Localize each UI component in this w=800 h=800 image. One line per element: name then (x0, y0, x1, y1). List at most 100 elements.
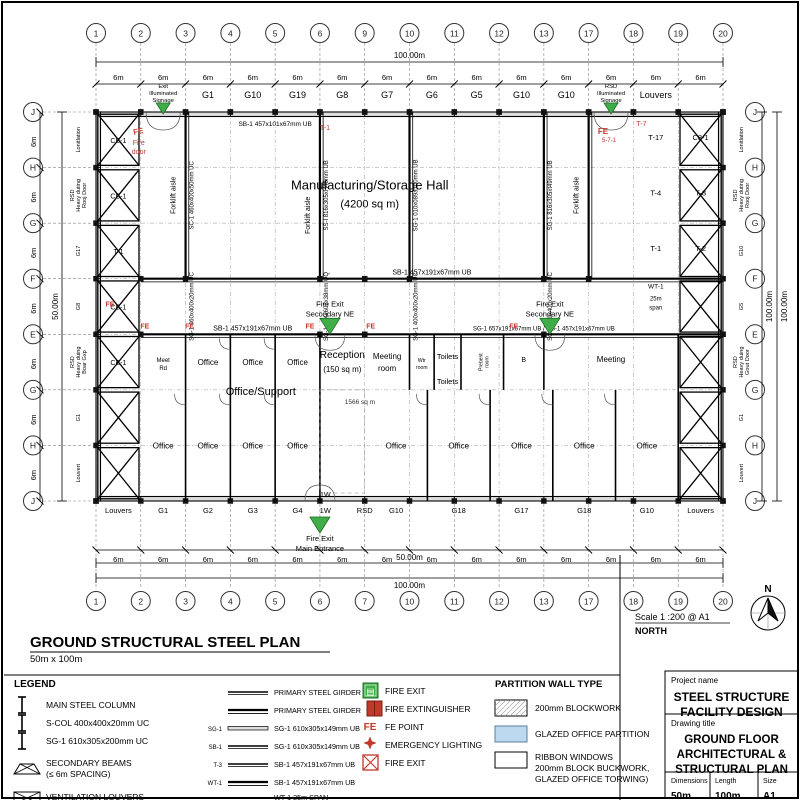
svg-text:6m: 6m (427, 555, 437, 564)
svg-text:6m: 6m (382, 73, 392, 82)
svg-text:C8-1: C8-1 (692, 133, 708, 142)
svg-text:50.00m: 50.00m (51, 293, 60, 320)
svg-text:6m: 6m (651, 555, 661, 564)
svg-text:FE: FE (140, 323, 149, 330)
svg-text:11: 11 (450, 597, 459, 607)
svg-text:4: 4 (228, 29, 233, 39)
svg-text:6m: 6m (203, 73, 213, 82)
svg-text:Lonitlation: Lonitlation (739, 127, 745, 153)
svg-text:6m: 6m (113, 555, 123, 564)
svg-text:Gout Door: Gout Door (745, 349, 751, 375)
svg-text:T-1: T-1 (113, 249, 123, 256)
svg-text:G: G (752, 218, 759, 228)
svg-text:SB-1: SB-1 (209, 745, 223, 751)
svg-text:LEGEND: LEGEND (14, 679, 56, 690)
svg-text:H: H (752, 440, 758, 450)
svg-text:50.00m: 50.00m (396, 553, 423, 562)
svg-text:T-2: T-2 (695, 244, 706, 253)
svg-text:Illuminated: Illuminated (597, 91, 625, 97)
svg-text:PARTITION WALL TYPE: PARTITION WALL TYPE (495, 679, 602, 690)
svg-text:20: 20 (718, 597, 728, 607)
svg-text:G1: G1 (158, 506, 168, 515)
svg-text:J: J (753, 107, 757, 117)
svg-text:Fire: Fire (133, 140, 145, 147)
svg-text:T-1: T-1 (650, 244, 661, 253)
svg-text:6m: 6m (337, 73, 347, 82)
svg-text:F: F (752, 274, 757, 284)
svg-text:10: 10 (405, 597, 415, 607)
svg-text:Project name: Project name (671, 676, 719, 685)
svg-text:Rooj Door: Rooj Door (82, 183, 88, 208)
svg-text:CB-1: CB-1 (110, 138, 126, 145)
svg-text:6m: 6m (29, 359, 38, 369)
svg-text:Meet: Meet (157, 358, 171, 364)
svg-text:GLAZED OFFICE TORWING): GLAZED OFFICE TORWING) (535, 774, 649, 784)
svg-text:50m x 100m: 50m x 100m (30, 654, 82, 665)
svg-text:S-COL 400x400x20mm UC: S-COL 400x400x20mm UC (46, 718, 149, 728)
svg-text:G5: G5 (739, 303, 745, 310)
svg-text:GROUND STRUCTURAL STEEL PLAN: GROUND STRUCTURAL STEEL PLAN (30, 634, 300, 651)
svg-text:FE: FE (598, 127, 609, 136)
svg-text:Rd: Rd (159, 366, 167, 372)
svg-text:N: N (764, 584, 771, 595)
svg-text:Rooj Door: Rooj Door (745, 183, 751, 208)
svg-text:18: 18 (629, 29, 639, 39)
svg-text:Scale 1 :200 @ A1: Scale 1 :200 @ A1 (635, 612, 710, 622)
svg-text:J: J (31, 107, 35, 117)
svg-text:VENTILATION LOUVERS: VENTILATION LOUVERS (46, 792, 144, 800)
svg-text:G7: G7 (381, 90, 393, 100)
svg-text:E: E (30, 329, 36, 339)
svg-text:Wtr: Wtr (418, 358, 426, 364)
svg-text:ARCHITECTURAL &: ARCHITECTURAL & (677, 749, 787, 761)
svg-text:Louvert: Louvert (739, 463, 745, 482)
svg-text:6m: 6m (427, 73, 437, 82)
svg-text:H: H (30, 163, 36, 173)
svg-text:Louvers: Louvers (105, 506, 132, 515)
svg-text:G4: G4 (293, 506, 303, 515)
svg-text:room: room (378, 364, 397, 373)
svg-text:6m: 6m (29, 192, 38, 202)
svg-text:Length: Length (715, 778, 737, 785)
svg-text:CB-1: CB-1 (110, 193, 126, 200)
svg-text:A1: A1 (763, 791, 776, 800)
svg-text:100.00m: 100.00m (394, 51, 425, 60)
svg-text:H: H (30, 440, 36, 450)
svg-text:G17: G17 (76, 246, 82, 257)
svg-text:2: 2 (138, 29, 143, 39)
svg-text:6m: 6m (606, 555, 616, 564)
svg-text:G6: G6 (426, 90, 438, 100)
svg-text:Fire Exit: Fire Exit (306, 534, 334, 543)
svg-text:100m: 100m (715, 791, 741, 800)
svg-text:Forklift aisle: Forklift aisle (171, 177, 178, 214)
svg-text:6m: 6m (29, 303, 38, 313)
svg-text:Forklift aisle: Forklift aisle (305, 197, 312, 234)
svg-text:6m: 6m (337, 555, 347, 564)
svg-text:SB-1 457x101x67mm UB: SB-1 457x101x67mm UB (238, 121, 311, 128)
svg-text:6m: 6m (471, 73, 481, 82)
svg-text:G18: G18 (577, 506, 591, 515)
svg-text:3: 3 (183, 597, 188, 607)
svg-text:2: 2 (138, 597, 143, 607)
svg-text:Secondary NE: Secondary NE (526, 309, 574, 318)
svg-text:Office/Support: Office/Support (226, 386, 296, 398)
svg-text:6m: 6m (29, 248, 38, 258)
svg-text:STRUCTURAL PLAN: STRUCTURAL PLAN (675, 764, 788, 776)
svg-text:FE: FE (364, 722, 377, 733)
svg-text:(150 sq m): (150 sq m) (323, 365, 362, 374)
svg-text:RIBBON WINDOWS: RIBBON WINDOWS (535, 752, 613, 762)
svg-text:FACILITY DESIGN: FACILITY DESIGN (680, 705, 782, 719)
svg-text:▤: ▤ (366, 687, 375, 697)
svg-text:T-4: T-4 (650, 188, 661, 197)
svg-text:FIRE EXTINGUISHER: FIRE EXTINGUISHER (385, 704, 470, 714)
svg-text:FE: FE (106, 302, 115, 309)
svg-text:6m: 6m (561, 73, 571, 82)
svg-text:G3: G3 (248, 506, 258, 515)
svg-text:Lonitlation: Lonitlation (76, 127, 82, 153)
svg-text:5: 5 (273, 597, 278, 607)
svg-text:G8: G8 (76, 303, 82, 310)
svg-text:Office: Office (574, 441, 595, 450)
svg-text:5: 5 (273, 29, 278, 39)
svg-text:NORTH: NORTH (635, 626, 667, 636)
svg-text:SG-1 610x305x149mm UB: SG-1 610x305x149mm UB (274, 742, 360, 751)
svg-text:T-3: T-3 (695, 188, 706, 197)
